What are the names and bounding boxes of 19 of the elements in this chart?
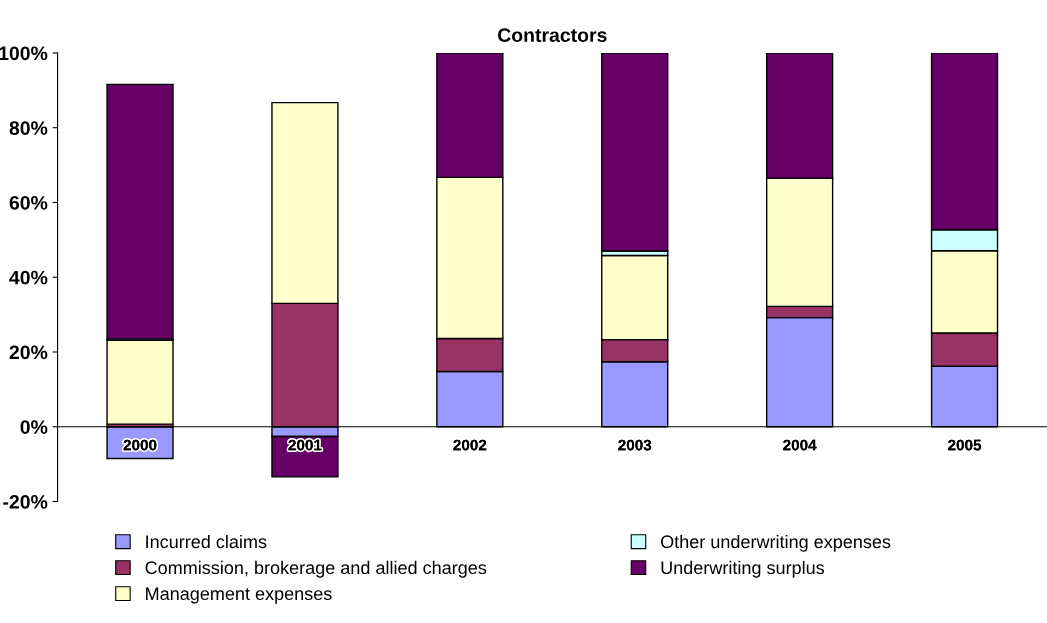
y-tick-label: 60%: [9, 195, 48, 210]
x-tick-label: 2000: [123, 439, 157, 451]
legend-label: Commission, brokerage and allied charges: [145, 560, 487, 578]
x-tick-label: 2005: [948, 439, 982, 451]
y-tick-label: 40%: [9, 270, 48, 285]
legend-label: Other underwriting expenses: [661, 534, 891, 552]
legend-label: Management expenses: [146, 587, 332, 604]
legend-label: Underwriting surplus: [661, 560, 825, 578]
y-tick-label: -20%: [3, 494, 48, 509]
x-tick-label: 2002: [453, 439, 487, 451]
x-tick-label: 2003: [618, 439, 652, 451]
x-tick-label: 2001: [288, 439, 322, 451]
y-tick-label: 0%: [20, 420, 48, 434]
y-tick-label: 100%: [0, 46, 48, 61]
y-tick-label: 80%: [9, 121, 48, 135]
x-tick-label: 2004: [783, 439, 817, 451]
y-tick-label: 20%: [9, 345, 48, 360]
legend-label: Incurred claims: [146, 534, 267, 549]
chart-title: Contractors: [497, 28, 607, 43]
